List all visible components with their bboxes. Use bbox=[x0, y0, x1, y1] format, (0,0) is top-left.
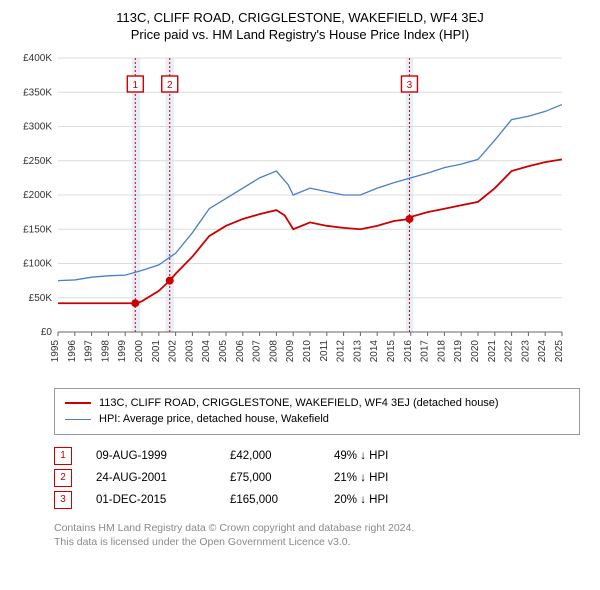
annotation-table: 1 09-AUG-1999 £42,000 49% ↓ HPI 2 24-AUG-2001… bbox=[54, 445, 580, 511]
svg-text:2017: 2017 bbox=[420, 339, 431, 362]
title-line2: Price paid vs. HM Land Registry's House … bbox=[10, 27, 590, 44]
svg-text:2002: 2002 bbox=[168, 339, 179, 362]
svg-text:2015: 2015 bbox=[386, 339, 397, 362]
svg-text:2001: 2001 bbox=[151, 339, 162, 362]
legend: 113C, CLIFF ROAD, CRIGGLESTONE, WAKEFIEL… bbox=[54, 388, 580, 435]
annotation-diff: 21% ↓ HPI bbox=[334, 472, 388, 484]
annotation-date: 01-DEC-2015 bbox=[96, 494, 206, 506]
annotation-price: £165,000 bbox=[230, 494, 310, 506]
svg-text:2022: 2022 bbox=[504, 339, 515, 362]
legend-row: HPI: Average price, detached house, Wake… bbox=[65, 411, 569, 428]
svg-text:£350K: £350K bbox=[23, 87, 52, 98]
svg-text:2004: 2004 bbox=[201, 339, 212, 362]
svg-text:3: 3 bbox=[407, 80, 413, 91]
svg-text:£400K: £400K bbox=[23, 53, 52, 64]
svg-text:2013: 2013 bbox=[352, 339, 363, 362]
legend-swatch bbox=[65, 419, 91, 420]
svg-text:2003: 2003 bbox=[184, 339, 195, 362]
svg-text:2024: 2024 bbox=[537, 339, 548, 362]
svg-text:2010: 2010 bbox=[302, 339, 313, 362]
chart-svg: £0 £50K £100K £150K £200K £250K £300K £350K £400… bbox=[10, 52, 570, 382]
svg-text:2016: 2016 bbox=[403, 339, 414, 362]
svg-text:2014: 2014 bbox=[369, 339, 380, 362]
svg-text:2012: 2012 bbox=[336, 339, 347, 362]
svg-text:2025: 2025 bbox=[554, 339, 565, 362]
svg-text:1: 1 bbox=[132, 80, 138, 91]
svg-text:1996: 1996 bbox=[67, 339, 78, 362]
svg-text:£100K: £100K bbox=[23, 258, 52, 269]
svg-text:2019: 2019 bbox=[453, 339, 464, 362]
annotation-marker: 2 bbox=[54, 469, 72, 487]
footer-line2: This data is licensed under the Open Gov… bbox=[54, 535, 580, 549]
svg-text:2009: 2009 bbox=[285, 339, 296, 362]
svg-text:1998: 1998 bbox=[100, 339, 111, 362]
svg-text:£50K: £50K bbox=[29, 293, 53, 304]
svg-text:2018: 2018 bbox=[436, 339, 447, 362]
svg-text:1997: 1997 bbox=[84, 339, 95, 362]
annotation-price: £42,000 bbox=[230, 450, 310, 462]
annotation-diff: 20% ↓ HPI bbox=[334, 494, 388, 506]
svg-text:2021: 2021 bbox=[487, 339, 498, 362]
title-line1: 113C, CLIFF ROAD, CRIGGLESTONE, WAKEFIEL… bbox=[10, 10, 590, 27]
annotation-marker: 1 bbox=[54, 447, 72, 465]
annotation-date: 24-AUG-2001 bbox=[96, 472, 206, 484]
svg-text:2000: 2000 bbox=[134, 339, 145, 362]
svg-text:2005: 2005 bbox=[218, 339, 229, 362]
legend-label: HPI: Average price, detached house, Wake… bbox=[99, 411, 329, 428]
svg-text:2008: 2008 bbox=[268, 339, 279, 362]
svg-text:£300K: £300K bbox=[23, 121, 52, 132]
annotation-row: 2 24-AUG-2001 £75,000 21% ↓ HPI bbox=[54, 467, 580, 489]
svg-text:£0: £0 bbox=[41, 327, 53, 338]
svg-text:1995: 1995 bbox=[50, 339, 61, 362]
svg-text:2: 2 bbox=[167, 80, 173, 91]
svg-text:£250K: £250K bbox=[23, 156, 52, 167]
legend-row: 113C, CLIFF ROAD, CRIGGLESTONE, WAKEFIEL… bbox=[65, 395, 569, 412]
svg-text:2023: 2023 bbox=[520, 339, 531, 362]
legend-swatch bbox=[65, 402, 91, 404]
annotation-row: 3 01-DEC-2015 £165,000 20% ↓ HPI bbox=[54, 489, 580, 511]
svg-text:£150K: £150K bbox=[23, 224, 52, 235]
chart-title-block: 113C, CLIFF ROAD, CRIGGLESTONE, WAKEFIEL… bbox=[10, 10, 590, 44]
footer-attribution: Contains HM Land Registry data © Crown c… bbox=[54, 521, 580, 549]
svg-text:2020: 2020 bbox=[470, 339, 481, 362]
annotation-marker: 3 bbox=[54, 491, 72, 509]
legend-label: 113C, CLIFF ROAD, CRIGGLESTONE, WAKEFIEL… bbox=[99, 395, 499, 412]
line-chart: £0 £50K £100K £150K £200K £250K £300K £350K £400… bbox=[10, 52, 570, 382]
svg-text:2011: 2011 bbox=[319, 339, 330, 361]
annotation-price: £75,000 bbox=[230, 472, 310, 484]
svg-text:1999: 1999 bbox=[117, 339, 128, 362]
svg-text:2006: 2006 bbox=[235, 339, 246, 362]
annotation-diff: 49% ↓ HPI bbox=[334, 450, 388, 462]
svg-text:2007: 2007 bbox=[252, 339, 263, 362]
annotation-date: 09-AUG-1999 bbox=[96, 450, 206, 462]
footer-line1: Contains HM Land Registry data © Crown c… bbox=[54, 521, 580, 535]
svg-text:£200K: £200K bbox=[23, 190, 52, 201]
annotation-row: 1 09-AUG-1999 £42,000 49% ↓ HPI bbox=[54, 445, 580, 467]
